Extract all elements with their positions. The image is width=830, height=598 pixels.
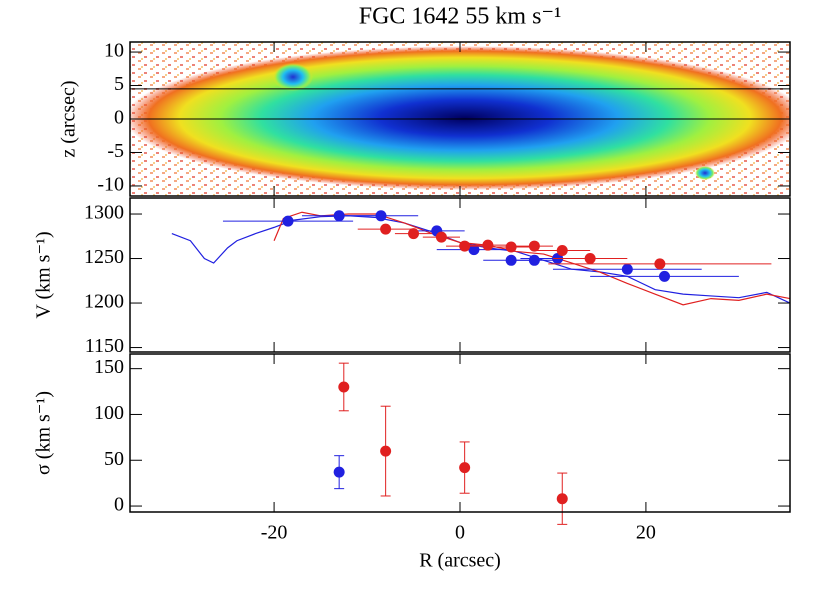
data-point [380, 223, 392, 235]
y-tick-label: 5 [114, 73, 124, 95]
data-point [505, 241, 517, 253]
data-point [282, 215, 294, 227]
data-point [333, 466, 345, 478]
y-tick-label: -10 [97, 174, 124, 196]
chart-title: FGC 1642 55 km s⁻¹ [359, 4, 562, 30]
x-tick-label: 20 [636, 522, 656, 544]
data-point [556, 245, 568, 257]
y-axis-label: σ (km s⁻¹) [33, 391, 55, 475]
y-tick-label: 1300 [84, 202, 124, 224]
data-point [468, 244, 480, 256]
profile-line [171, 215, 791, 304]
data-point [654, 258, 666, 270]
data-point [459, 462, 471, 474]
y-tick-label: 1150 [85, 335, 124, 357]
y-tick-label: 0 [114, 107, 124, 129]
data-point [338, 381, 350, 393]
y-axis-label: z (arcsec) [58, 80, 80, 157]
data-point [375, 210, 387, 222]
x-tick-label: -20 [261, 522, 288, 544]
data-point [333, 210, 345, 222]
data-point [528, 240, 540, 252]
y-tick-label: 1200 [84, 291, 124, 313]
y-tick-label: 0 [114, 494, 124, 516]
data-point [528, 254, 540, 266]
y-tick-label: -5 [107, 140, 124, 162]
plot-frame [129, 353, 791, 513]
y-tick-label: 1250 [84, 246, 124, 268]
data-point [482, 239, 494, 251]
data-point [435, 231, 447, 243]
data-point [621, 263, 633, 275]
x-axis-label: R (arcsec) [419, 550, 501, 572]
y-tick-label: 150 [94, 356, 124, 378]
data-point [584, 253, 596, 265]
y-tick-label: 100 [94, 402, 124, 424]
data-point [659, 270, 671, 282]
y-axis-label: V (km s⁻¹) [33, 231, 55, 318]
y-tick-label: 50 [104, 448, 124, 470]
data-point [380, 445, 392, 457]
data-point [459, 240, 471, 252]
data-point [408, 228, 420, 240]
profile-line [273, 211, 791, 306]
x-tick-label: 0 [455, 522, 465, 544]
y-tick-label: 10 [104, 40, 124, 62]
data-point [556, 493, 568, 505]
